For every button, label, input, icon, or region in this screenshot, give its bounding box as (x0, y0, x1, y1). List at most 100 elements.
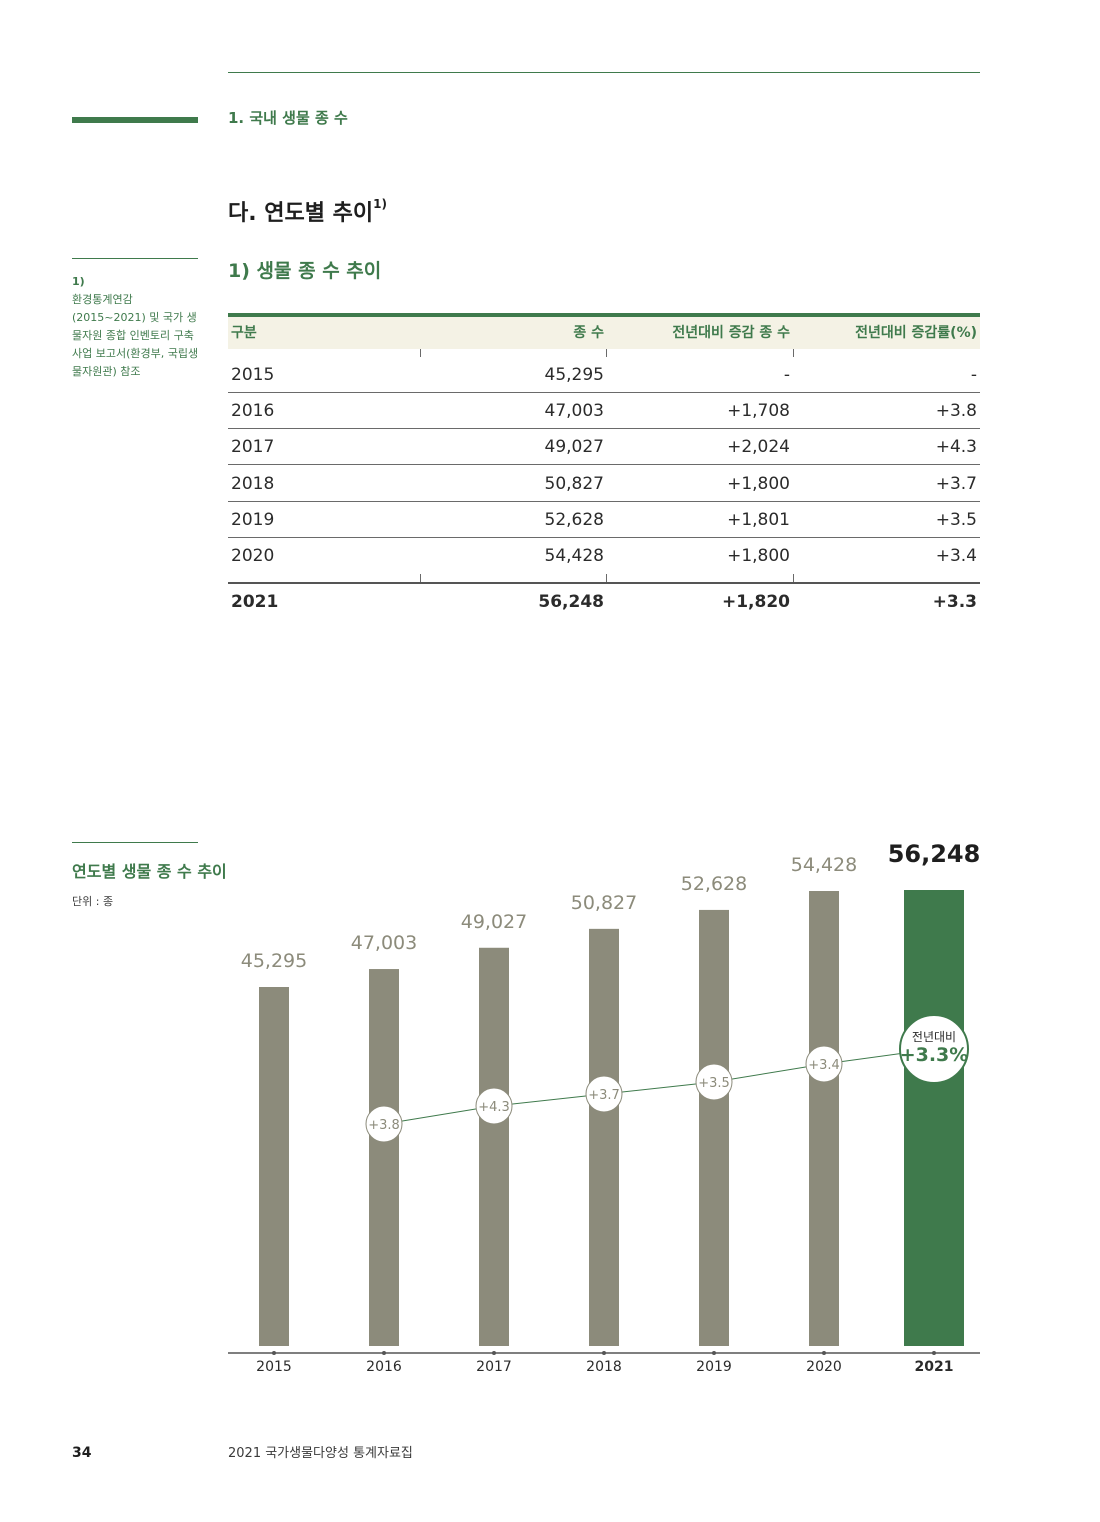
change-rate-cell: - (970, 365, 977, 385)
rate-label: +3.7 (588, 1088, 620, 1103)
header-change-count: 전년대비 증감 종 수 (672, 325, 790, 341)
year-cell: 2021 (231, 592, 279, 612)
change-count-cell: +1,708 (727, 401, 790, 421)
row-divider (228, 428, 980, 429)
table-total-row: 2021 56,248 +1,820 +3.3 (228, 584, 980, 620)
x-tick-label: 2019 (696, 1359, 732, 1375)
header-species-count: 종 수 (573, 325, 604, 341)
change-count-cell: +2,024 (727, 437, 790, 457)
column-tick (606, 349, 607, 357)
bar-value-label: 54,428 (791, 854, 857, 876)
chart-caption-rule (72, 842, 198, 843)
chart-unit: 단위 : 종 (72, 895, 114, 908)
bar-value-label: 50,827 (571, 892, 637, 914)
x-tick-label: 2017 (476, 1359, 512, 1375)
change-count-cell: +1,800 (727, 474, 790, 494)
change-count-cell: +1,800 (727, 546, 790, 566)
change-rate-cell: +3.7 (935, 474, 977, 494)
bar-value-label: 45,295 (241, 950, 307, 972)
column-tick (793, 349, 794, 357)
rate-circle (475, 1087, 513, 1125)
subheading: 1) 생물 종 수 추이 (228, 260, 382, 282)
bar-2017 (479, 947, 509, 1346)
bar-2015 (259, 987, 289, 1346)
species-cell: 50,827 (544, 474, 604, 494)
species-cell: 45,295 (544, 365, 604, 385)
x-tick-dot (932, 1351, 936, 1355)
chart-title: 연도별 생물 종 수 추이 (72, 862, 227, 881)
change-count-cell: +1,820 (721, 592, 790, 612)
header-category: 구분 (231, 325, 257, 341)
species-cell: 52,628 (544, 510, 604, 530)
growth-rate-line (383, 1048, 935, 1125)
x-tick-dot (712, 1351, 716, 1355)
column-tick (606, 574, 607, 582)
bar-2019 (699, 909, 729, 1346)
year-cell: 2020 (231, 546, 275, 566)
table-header: 구분 종 수 전년대비 증감 종 수 전년대비 증감률(%) (228, 317, 980, 349)
x-tick-dot (382, 1351, 386, 1355)
table-row: 2020 54,428 +1,800 +3.4 (228, 538, 980, 574)
x-tick-dot (492, 1351, 496, 1355)
x-tick-dot (822, 1351, 826, 1355)
top-rule (228, 72, 980, 73)
total-divider (228, 582, 980, 584)
year-cell: 2017 (231, 437, 275, 457)
footer-title: 2021 국가생물다양성 통계자료집 (228, 1446, 413, 1461)
heading-footnote-ref: 1) (373, 196, 387, 211)
bar-value-label: 47,003 (351, 932, 417, 954)
rate-label: +3.4 (808, 1058, 840, 1073)
header-change-rate: 전년대비 증감률(%) (855, 325, 977, 341)
heading-text: 다. 연도별 추이 (228, 201, 374, 226)
species-cell: 56,248 (538, 592, 604, 612)
footnote-rule (72, 258, 198, 259)
table-row: 2016 47,003 +1,708 +3.8 (228, 393, 980, 429)
rate-circle (585, 1075, 623, 1113)
section-title: 1. 국내 생물 종 수 (228, 109, 348, 127)
change-rate-cell: +3.8 (935, 401, 977, 421)
rate-circle (695, 1063, 733, 1101)
x-tick-label: 2016 (366, 1359, 402, 1375)
year-cell: 2016 (231, 401, 275, 421)
bar-2021 (904, 890, 964, 1346)
rate-label: +4.3 (478, 1100, 510, 1115)
row-divider (228, 537, 980, 538)
x-tick-label: 2021 (915, 1359, 954, 1375)
highlight-rate-caption: 전년대비 (912, 1030, 956, 1044)
rate-label: +3.5 (698, 1076, 730, 1091)
row-divider (228, 501, 980, 502)
x-tick-dot (602, 1351, 606, 1355)
change-rate-cell: +3.4 (935, 546, 977, 566)
footnote-number: 1) (72, 275, 85, 288)
x-tick-dot (272, 1351, 276, 1355)
x-tick-label: 2015 (256, 1359, 292, 1375)
bar-value-label: 52,628 (681, 873, 747, 895)
table-row: 2017 49,027 +2,024 +4.3 (228, 429, 980, 465)
table-top-rule (228, 313, 980, 317)
bar-value-label: 49,027 (461, 911, 527, 933)
x-tick-label: 2018 (586, 1359, 622, 1375)
highlight-rate-value: +3.3% (900, 1044, 969, 1066)
bar-2018 (589, 928, 619, 1346)
change-count-cell: - (783, 365, 790, 385)
column-tick (793, 574, 794, 582)
highlight-rate-circle (899, 1014, 969, 1084)
rate-circle (805, 1045, 843, 1083)
change-rate-cell: +4.3 (935, 437, 977, 457)
change-rate-cell: +3.3 (932, 592, 977, 612)
x-tick-label: 2020 (806, 1359, 842, 1375)
table-row: 2019 52,628 +1,801 +3.5 (228, 502, 980, 538)
year-cell: 2015 (231, 365, 275, 385)
year-cell: 2019 (231, 510, 275, 530)
section-accent-bar (72, 117, 198, 123)
table-row: 2015 45,295 - - (228, 357, 980, 393)
page-number: 34 (72, 1445, 92, 1461)
bar-2016 (369, 969, 399, 1346)
page-heading: 다. 연도별 추이1) (228, 195, 387, 227)
year-cell: 2018 (231, 474, 275, 494)
bar-2020 (809, 891, 839, 1346)
change-count-cell: +1,801 (727, 510, 790, 530)
column-tick (420, 349, 421, 357)
table-row: 2018 50,827 +1,800 +3.7 (228, 466, 980, 502)
